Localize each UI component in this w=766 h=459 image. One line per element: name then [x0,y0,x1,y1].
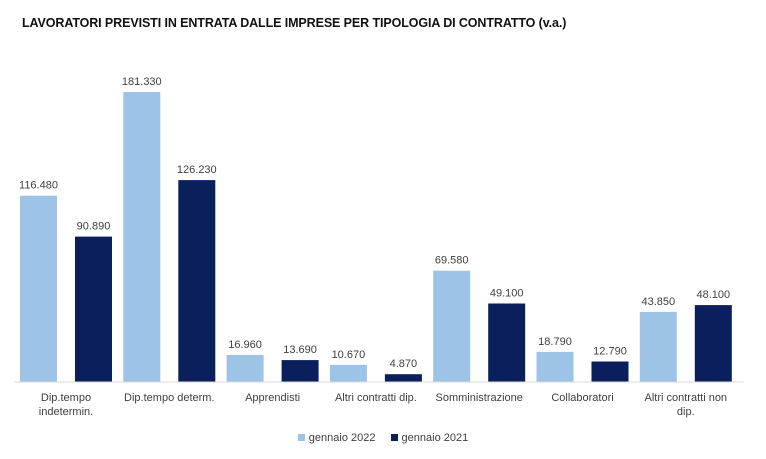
chart-title: LAVORATORI PREVISTI IN ENTRATA DALLE IMP… [22,16,567,30]
x-axis-labels: Dip.tempo indetermin. Dip.tempo determ. App… [39,392,727,418]
bar-series-1-cat-6 [536,351,574,382]
legend-item-series-1: gennaio 2022 [297,432,376,444]
bar-series-2-cat-7 [694,305,732,382]
legend-swatch-series-2 [390,434,398,441]
data-label-series-2-cat-6: 12.790 [593,346,627,358]
data-label-series-1-cat-3: 16.960 [228,339,262,351]
data-label-series-1-cat-7: 43.850 [641,296,675,308]
legend-item-series-2: gennaio 2021 [390,432,469,444]
x-tick-label-cat-7-line-2: dip. [677,406,695,418]
x-tick-label-cat-5: Somministrazione [435,392,522,404]
bar-series-2-cat-5 [488,303,526,382]
data-labels-layer: 116.480 90.890 181.330 126.230 16.960 13.690 1… [19,76,730,370]
x-tick-label-cat-6: Collaboratori [551,392,613,404]
x-tick-label-cat-1-line-2: indetermin. [39,406,93,418]
bars-layer [20,92,732,382]
bar-series-1-cat-2 [123,92,161,382]
x-tick-label-cat-4: Altri contratti dip. [335,392,417,404]
bar-series-2-cat-4 [384,374,422,382]
data-label-series-2-cat-4: 4.870 [390,358,418,370]
bar-series-2-cat-1 [75,236,112,382]
data-label-series-2-cat-5: 49.100 [490,288,524,300]
legend-label-series-2: gennaio 2021 [401,432,469,444]
bar-series-2-cat-2 [178,180,216,382]
bar-series-1-cat-5 [433,270,471,382]
data-label-series-1-cat-2: 181.330 [122,76,162,88]
x-tick-label-cat-1-line-1: Dip.tempo [41,392,91,404]
data-label-series-1-cat-1: 116.480 [19,180,58,192]
bar-series-1-cat-7 [639,311,677,382]
legend: gennaio 2022 gennaio 2021 [0,432,766,444]
bar-series-1-cat-3 [226,354,264,382]
data-label-series-1-cat-6: 18.790 [538,336,572,348]
data-label-series-2-cat-7: 48.100 [696,289,730,301]
x-tick-label-cat-7-line-1: Altri contratti non [645,392,728,404]
bar-series-1-cat-1 [20,195,57,382]
legend-label-series-1: gennaio 2022 [308,432,376,444]
legend-swatch-series-1 [297,434,305,441]
bar-series-2-cat-6 [591,361,629,382]
data-label-series-2-cat-3: 13.690 [283,344,317,356]
data-label-series-1-cat-4: 10.670 [332,349,366,361]
x-tick-label-cat-2: Dip.tempo determ. [124,392,214,404]
data-label-series-1-cat-5: 69.580 [435,255,469,267]
data-label-series-2-cat-2: 126.230 [177,164,217,176]
x-tick-label-cat-3: Apprendisti [245,392,300,404]
bar-series-2-cat-3 [281,360,319,382]
bar-series-1-cat-4 [329,364,367,382]
data-label-series-2-cat-1: 90.890 [77,221,111,233]
